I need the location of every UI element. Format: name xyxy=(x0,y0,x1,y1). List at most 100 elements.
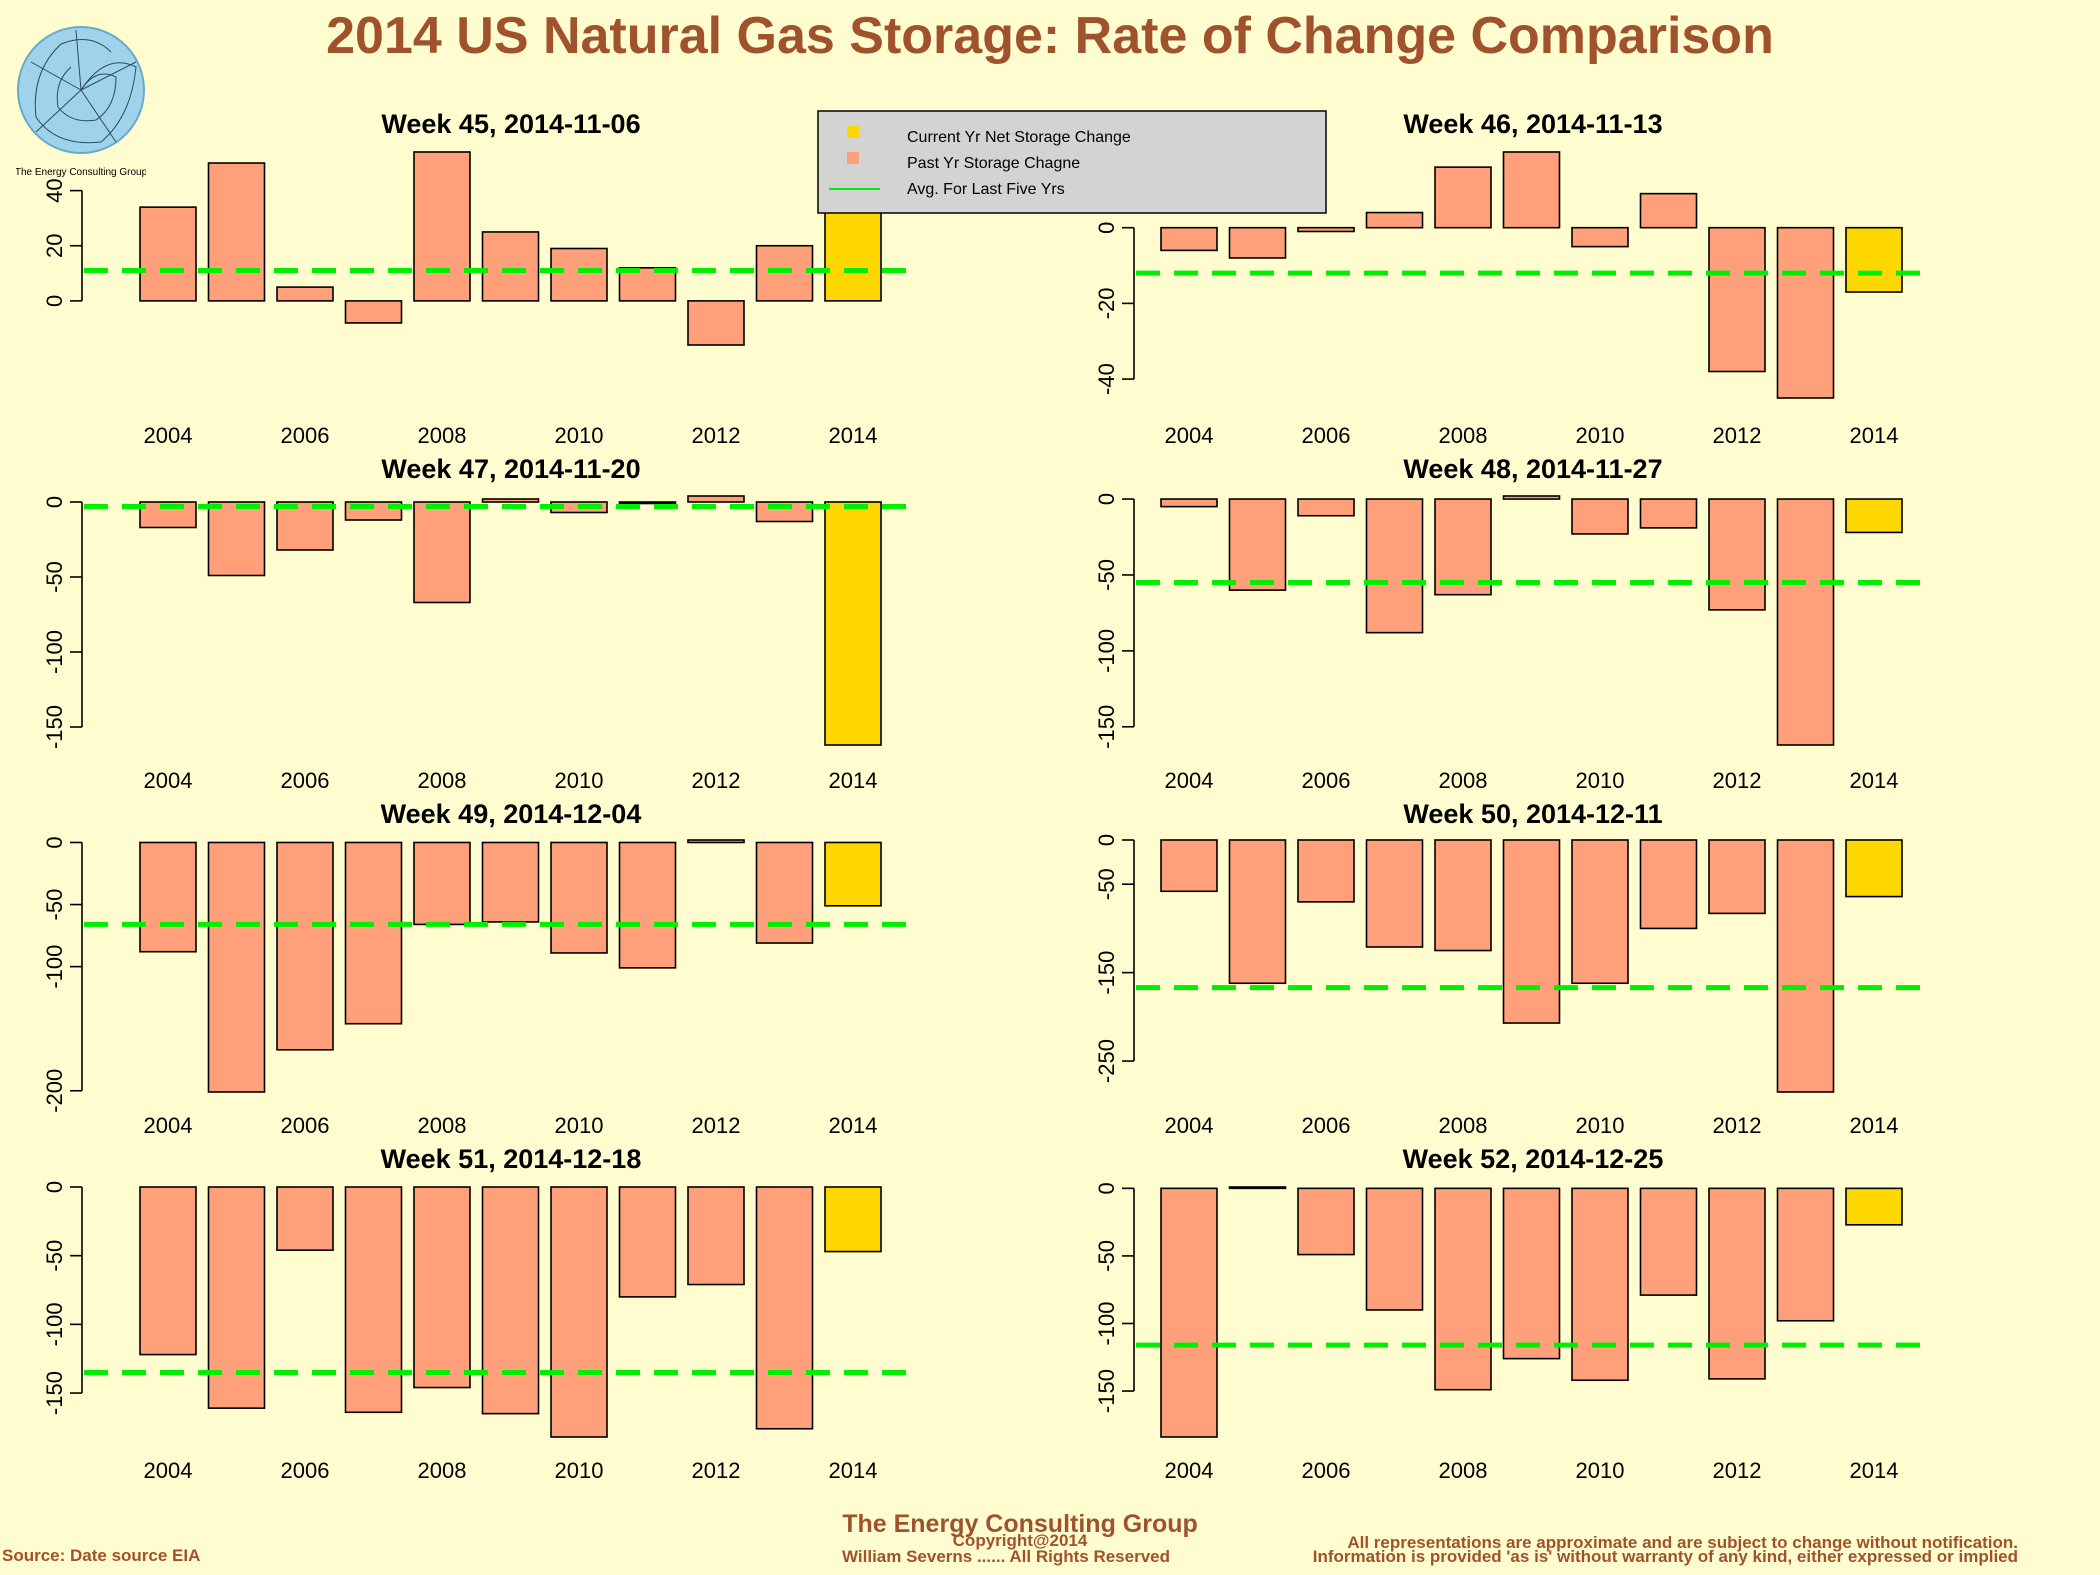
y-tick-label: 0 xyxy=(1094,222,1119,234)
x-tick-label: 2012 xyxy=(1713,1458,1762,1483)
x-tick-label: 2014 xyxy=(829,768,878,793)
bar-2004 xyxy=(139,1186,197,1356)
x-tick-label: 2014 xyxy=(1850,768,1899,793)
y-tick-label: -100 xyxy=(42,1302,67,1346)
x-tick-label: 2004 xyxy=(1165,423,1214,448)
x-tick-label: 2006 xyxy=(1302,1113,1351,1138)
y-tick-label: -150 xyxy=(1094,1369,1119,1413)
bar-2009 xyxy=(1502,1187,1561,1360)
bar-2012 xyxy=(1708,839,1766,915)
bar-2004 xyxy=(1160,226,1218,252)
y-tick-label: -50 xyxy=(42,561,67,593)
y-tick-label: -40 xyxy=(1094,363,1119,395)
y-tick-label: 0 xyxy=(1094,1182,1119,1194)
bar-2006 xyxy=(276,841,334,1051)
bar-2011 xyxy=(618,266,677,302)
bar-2014 xyxy=(1845,498,1903,534)
bar-2014 xyxy=(824,841,882,907)
bar-2006 xyxy=(1297,226,1355,233)
logo-caption: The Energy Consulting Group xyxy=(16,167,146,178)
bar-2006 xyxy=(276,1186,334,1251)
bar-2010 xyxy=(1571,1187,1629,1382)
x-tick-label: 2014 xyxy=(1850,1458,1899,1483)
x-tick-label: 2008 xyxy=(418,768,467,793)
bar-2011 xyxy=(618,1186,677,1298)
legend: Current Yr Net Storage Change Past Yr Sto… xyxy=(817,110,1327,214)
legend-past-swatch xyxy=(847,152,859,164)
bar-2008 xyxy=(1434,1187,1492,1391)
bar-2007 xyxy=(1365,839,1424,948)
x-tick-label: 2008 xyxy=(418,1113,467,1138)
x-tick-label: 2008 xyxy=(1439,1458,1488,1483)
bar-2012 xyxy=(687,839,745,844)
chart-title: Week 46, 2014-11-13 xyxy=(1403,109,1662,139)
x-tick-label: 2004 xyxy=(144,1113,193,1138)
x-tick-label: 2008 xyxy=(1439,768,1488,793)
chart-title: Week 51, 2014-12-18 xyxy=(381,1144,642,1174)
x-tick-label: 2006 xyxy=(281,1458,330,1483)
chart-panel-6: Week 50, 2014-12-11 0 -50 -150 -250 2004 2006 2… xyxy=(1094,799,1930,1138)
chart-panel-4: Week 48, 2014-11-27 0 -50 -100 -150 2004 2006 2… xyxy=(1094,454,1930,793)
bar-2007 xyxy=(344,841,403,1025)
bar-2014 xyxy=(1845,839,1903,898)
x-tick-label: 2008 xyxy=(418,1458,467,1483)
x-tick-label: 2014 xyxy=(1850,1113,1899,1138)
bar-2006 xyxy=(1297,1187,1355,1256)
x-tick-label: 2014 xyxy=(829,1458,878,1483)
bar-2008 xyxy=(413,501,471,604)
y-tick-label: -50 xyxy=(1094,559,1119,591)
bar-2012 xyxy=(687,1186,745,1286)
bar-2009 xyxy=(1502,839,1561,1024)
bar-2008 xyxy=(1434,839,1492,952)
legend-label: Current Yr Net Storage Change xyxy=(907,129,1131,146)
bar-2005 xyxy=(207,1186,266,1409)
x-tick-label: 2010 xyxy=(555,768,604,793)
y-tick-label: -50 xyxy=(1094,868,1119,900)
bar-2011 xyxy=(618,501,677,505)
bar-2005 xyxy=(1228,839,1287,985)
x-tick-label: 2010 xyxy=(1576,1458,1625,1483)
y-tick-label: -50 xyxy=(42,889,67,921)
legend-current-swatch xyxy=(847,126,859,138)
footer-source: Source: Date source EIA xyxy=(2,1546,201,1565)
x-tick-label: 2010 xyxy=(555,1458,604,1483)
x-tick-label: 2012 xyxy=(692,423,741,448)
legend-label: Past Yr Storage Chagne xyxy=(907,155,1080,172)
x-tick-label: 2004 xyxy=(144,1458,193,1483)
x-tick-label: 2006 xyxy=(1302,423,1351,448)
bar-2005 xyxy=(1228,498,1287,591)
bar-2013 xyxy=(755,244,814,302)
legend-box xyxy=(817,110,1327,214)
footer-company: The Energy Consulting Group xyxy=(842,1510,1198,1538)
logo-spiral-icon xyxy=(30,29,137,144)
x-tick-label: 2006 xyxy=(281,1113,330,1138)
page-title: 2014 US Natural Gas Storage: Rate of Cha… xyxy=(326,7,1774,65)
bar-2011 xyxy=(618,841,677,969)
y-tick-label: 0 xyxy=(42,496,67,508)
footer-disclaimer-2: Information is provided 'as is' without … xyxy=(1312,1547,2018,1566)
chart-panel-7: Week 51, 2014-12-18 0 -50 -100 -150 2004 2006 2… xyxy=(42,1144,906,1483)
bar-2013 xyxy=(1776,839,1835,1093)
x-tick-label: 2014 xyxy=(829,423,878,448)
x-tick-label: 2004 xyxy=(144,768,193,793)
bar-2005 xyxy=(207,501,266,577)
y-tick-label: -50 xyxy=(1094,1240,1119,1272)
y-tick-label: -100 xyxy=(1094,1301,1119,1345)
bar-2012 xyxy=(687,495,745,503)
bar-2011 xyxy=(1639,1187,1698,1296)
bar-2011 xyxy=(1639,839,1698,930)
footer-copyright: Copyright@2014 xyxy=(952,1531,1088,1550)
x-tick-label: 2012 xyxy=(692,768,741,793)
bar-2004 xyxy=(1160,498,1218,508)
y-tick-label: -50 xyxy=(42,1240,67,1272)
chart-title: Week 48, 2014-11-27 xyxy=(1403,454,1662,484)
bar-2010 xyxy=(1571,498,1629,535)
bar-2006 xyxy=(276,286,334,302)
y-tick-label: 40 xyxy=(42,178,67,202)
bar-2007 xyxy=(344,1186,403,1414)
bar-2004 xyxy=(139,841,197,953)
x-tick-label: 2004 xyxy=(144,423,193,448)
bar-2006 xyxy=(276,501,334,551)
bar-2008 xyxy=(413,1186,471,1389)
